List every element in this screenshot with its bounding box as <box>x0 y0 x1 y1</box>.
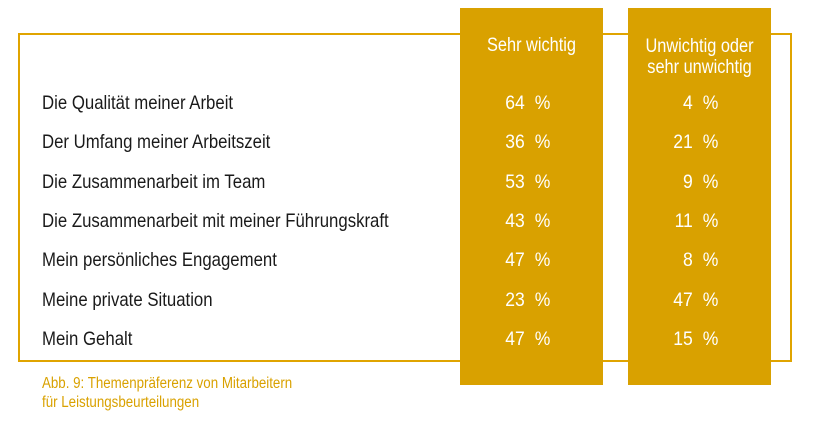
column-sehr-wichtig: Sehr wichtig <box>460 8 603 385</box>
value-unit: % <box>534 92 551 114</box>
table-frame <box>18 33 792 362</box>
value-number: 11 <box>674 210 693 232</box>
value-number: 15 <box>673 328 693 350</box>
row-label: Der Umfang meiner Arbeitszeit <box>42 131 271 153</box>
column-unwichtig: Unwichtig oder sehr unwichtig <box>628 8 771 385</box>
row-label: Mein Gehalt <box>42 328 133 350</box>
value-unit: % <box>534 171 551 193</box>
value-number: 53 <box>505 171 525 193</box>
value-unit: % <box>702 131 719 153</box>
column-header-line: sehr unwichtig <box>647 57 752 78</box>
value-unwichtig: 9% <box>673 171 718 193</box>
value-number: 47 <box>673 289 693 311</box>
value-number: 21 <box>673 131 693 153</box>
figure-caption: Abb. 9: Themenpräferenz von Mitarbeitern… <box>42 374 292 412</box>
value-unwichtig: 47% <box>673 289 718 311</box>
column-header-line: Unwichtig oder <box>645 36 754 57</box>
row-label: Mein persönliches Engagement <box>42 249 277 271</box>
value-sehr-wichtig: 43% <box>505 210 550 232</box>
value-unit: % <box>534 328 551 350</box>
value-number: 9 <box>683 171 693 193</box>
value-sehr-wichtig: 47% <box>505 328 550 350</box>
column-header-unwichtig: Unwichtig oder sehr unwichtig <box>638 36 761 78</box>
value-unwichtig: 8% <box>673 249 718 271</box>
row-label: Die Qualität meiner Arbeit <box>42 92 234 114</box>
value-number: 43 <box>505 210 525 232</box>
column-header-sehr-wichtig: Sehr wichtig <box>470 35 593 56</box>
value-unit: % <box>534 249 551 271</box>
value-number: 8 <box>683 249 693 271</box>
value-number: 64 <box>505 92 525 114</box>
value-unwichtig: 4% <box>673 92 718 114</box>
value-number: 4 <box>683 92 693 114</box>
value-unit: % <box>534 289 551 311</box>
value-sehr-wichtig: 36% <box>505 131 550 153</box>
column-header-line: Sehr wichtig <box>486 35 577 56</box>
value-sehr-wichtig: 53% <box>505 171 550 193</box>
value-number: 47 <box>505 249 525 271</box>
value-unit: % <box>702 249 719 271</box>
value-unit: % <box>702 289 719 311</box>
caption-line: Abb. 9: Themenpräferenz von Mitarbeitern <box>42 375 293 392</box>
caption-line: für Leistungsbeurteilungen <box>42 394 200 411</box>
row-label: Die Zusammenarbeit im Team <box>42 171 266 193</box>
value-unit: % <box>702 171 719 193</box>
value-unit: % <box>702 92 719 114</box>
row-label: Meine private Situation <box>42 289 213 311</box>
value-number: 23 <box>505 289 525 311</box>
value-unwichtig: 11% <box>673 210 719 232</box>
value-unit: % <box>702 210 719 232</box>
value-sehr-wichtig: 23% <box>505 289 550 311</box>
value-sehr-wichtig: 47% <box>505 249 550 271</box>
value-sehr-wichtig: 64% <box>505 92 550 114</box>
value-number: 47 <box>505 328 525 350</box>
value-unit: % <box>534 210 551 232</box>
value-unit: % <box>702 328 719 350</box>
value-unit: % <box>534 131 551 153</box>
value-unwichtig: 15% <box>673 328 718 350</box>
value-number: 36 <box>505 131 525 153</box>
value-unwichtig: 21% <box>673 131 718 153</box>
row-label: Die Zusammenarbeit mit meiner Führungskr… <box>42 210 389 232</box>
